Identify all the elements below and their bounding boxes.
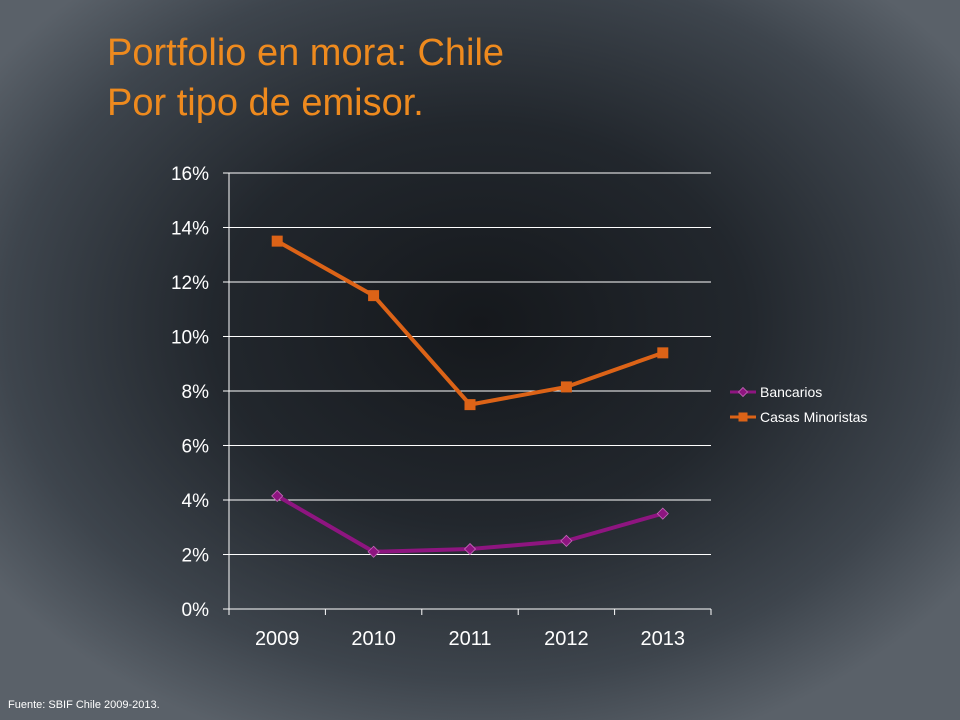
x-tick-label: 2009 bbox=[255, 628, 300, 650]
data-point bbox=[271, 235, 283, 247]
x-axis-tick-labels: 2009 2010 2011 2012 2013 bbox=[255, 628, 685, 650]
series-casas-minoristas bbox=[271, 235, 669, 411]
series-bancarios bbox=[271, 489, 669, 558]
y-tick-label: 12% bbox=[171, 273, 209, 294]
data-point bbox=[656, 507, 669, 520]
y-tick-label: 8% bbox=[182, 382, 210, 403]
data-point bbox=[463, 542, 477, 556]
y-axis-tick-labels: 0% 2% 4% 6% 8% 10% 12% 14% 16% bbox=[171, 164, 209, 621]
y-tick-label: 6% bbox=[182, 437, 210, 458]
data-point bbox=[560, 534, 573, 547]
data-point bbox=[560, 381, 572, 393]
chart-legend: Bancarios Casas Minoristas bbox=[730, 384, 867, 425]
slide-title: Portfolio en mora: Chile Por tipo de emi… bbox=[107, 28, 504, 128]
y-tick-label: 2% bbox=[182, 546, 210, 567]
legend-marker bbox=[737, 386, 749, 398]
data-point bbox=[367, 545, 380, 558]
legend-item: Casas Minoristas bbox=[730, 409, 867, 425]
legend-label: Casas Minoristas bbox=[760, 409, 867, 425]
y-tick-label: 10% bbox=[171, 328, 209, 349]
title-line-1: Portfolio en mora: Chile bbox=[107, 32, 505, 74]
legend-item: Bancarios bbox=[730, 384, 822, 400]
data-point bbox=[368, 290, 380, 302]
x-tick-label: 2011 bbox=[448, 628, 491, 650]
x-tick-label: 2013 bbox=[641, 628, 686, 650]
legend-label: Bancarios bbox=[760, 384, 822, 400]
y-tick-label: 14% bbox=[171, 219, 209, 240]
x-tick-label: 2012 bbox=[544, 628, 589, 650]
x-tick-label: 2010 bbox=[351, 628, 396, 650]
data-point bbox=[271, 489, 284, 502]
title-line-2: Por tipo de emisor. bbox=[107, 82, 424, 124]
legend-marker bbox=[738, 412, 748, 422]
y-tick-label: 0% bbox=[182, 600, 210, 621]
y-tick-label: 16% bbox=[171, 164, 209, 185]
chart-axes bbox=[223, 172, 712, 615]
chart-gridlines bbox=[229, 172, 711, 555]
series-line bbox=[276, 239, 664, 407]
source-note: Fuente: SBIF Chile 2009-2013. bbox=[8, 699, 160, 711]
line-chart: 0%2%4%6%8%10%12%14%16% 2009 2010 2011 2012 2… bbox=[171, 164, 867, 650]
data-point bbox=[464, 399, 476, 411]
y-tick-label: 4% bbox=[182, 491, 210, 512]
data-point bbox=[657, 347, 669, 359]
chart-series bbox=[271, 235, 669, 558]
